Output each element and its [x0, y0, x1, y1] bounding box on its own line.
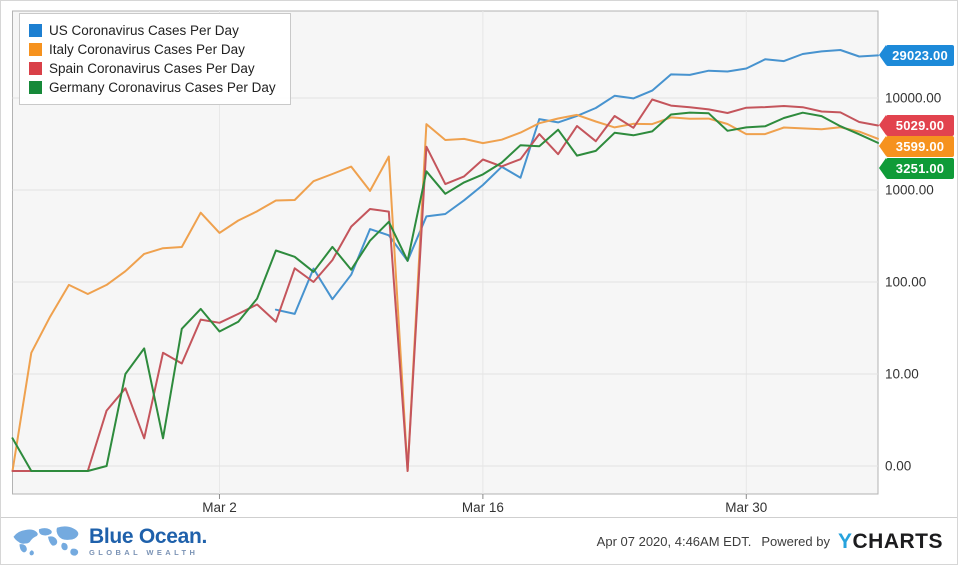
series-line-italy [11, 113, 879, 472]
legend-swatch-icon [29, 81, 42, 94]
ycharts-logo[interactable]: YCHARTS [838, 530, 943, 554]
x-axis-tick-label: Mar 30 [725, 500, 767, 515]
y-axis-tick-label: 0.00 [885, 459, 911, 474]
x-axis-tick-label: Mar 2 [202, 500, 237, 515]
y-axis-tick-label: 1000.00 [885, 183, 934, 198]
series-end-badge-spain: 5029.00 [879, 115, 954, 136]
powered-by-label: Powered by [761, 534, 830, 549]
y-axis-tick-label: 10.00 [885, 367, 919, 382]
legend-label: Germany Coronavirus Cases Per Day [49, 80, 276, 95]
brand-tagline: GLOBAL WEALTH [89, 547, 199, 557]
credits: Apr 07 2020, 4:46AM EDT. Powered by YCHA… [597, 530, 943, 554]
y-axis-tick-label: 10000.00 [885, 91, 941, 106]
legend-swatch-icon [29, 24, 42, 37]
legend-label: Italy Coronavirus Cases Per Day [49, 42, 245, 57]
series-end-badge-italy: 3599.00 [879, 136, 954, 157]
legend-item: Germany Coronavirus Cases Per Day [29, 78, 276, 97]
legend-label: US Coronavirus Cases Per Day [49, 23, 239, 38]
legend-item: US Coronavirus Cases Per Day [29, 21, 276, 40]
x-axis-tick-label: Mar 16 [462, 500, 504, 515]
legend-swatch-icon [29, 43, 42, 56]
legend-swatch-icon [29, 62, 42, 75]
series-end-badge-us: 29023.00 [879, 45, 954, 66]
legend: US Coronavirus Cases Per Day Italy Corona… [19, 13, 291, 105]
legend-label: Spain Coronavirus Cases Per Day [49, 61, 255, 76]
brand-name: Blue Ocean. [89, 524, 208, 548]
y-axis-tick-label: 100.00 [885, 275, 926, 290]
chart-panel: Mar 2 Mar 16 Mar 30 10000.00 1000.00 100.00 10… [1, 1, 957, 518]
ycharts-logo-y: Y [837, 529, 853, 553]
series-end-badge-germany: 3251.00 [879, 158, 954, 179]
brand-text: Blue Ocean. GLOBAL WEALTH [89, 524, 208, 557]
series-line-spain [11, 98, 879, 472]
legend-item: Spain Coronavirus Cases Per Day [29, 59, 276, 78]
series-line-germany [11, 111, 879, 472]
ycharts-logo-charts: CHARTS [852, 529, 943, 553]
blue-ocean-logo: Blue Ocean. GLOBAL WEALTH [9, 523, 207, 561]
timestamp: Apr 07 2020, 4:46AM EDT. [596, 534, 752, 549]
legend-item: Italy Coronavirus Cases Per Day [29, 40, 276, 59]
world-map-icon [13, 525, 79, 556]
footer: Blue Ocean. GLOBAL WEALTH Apr 07 2020, 4… [1, 518, 957, 564]
